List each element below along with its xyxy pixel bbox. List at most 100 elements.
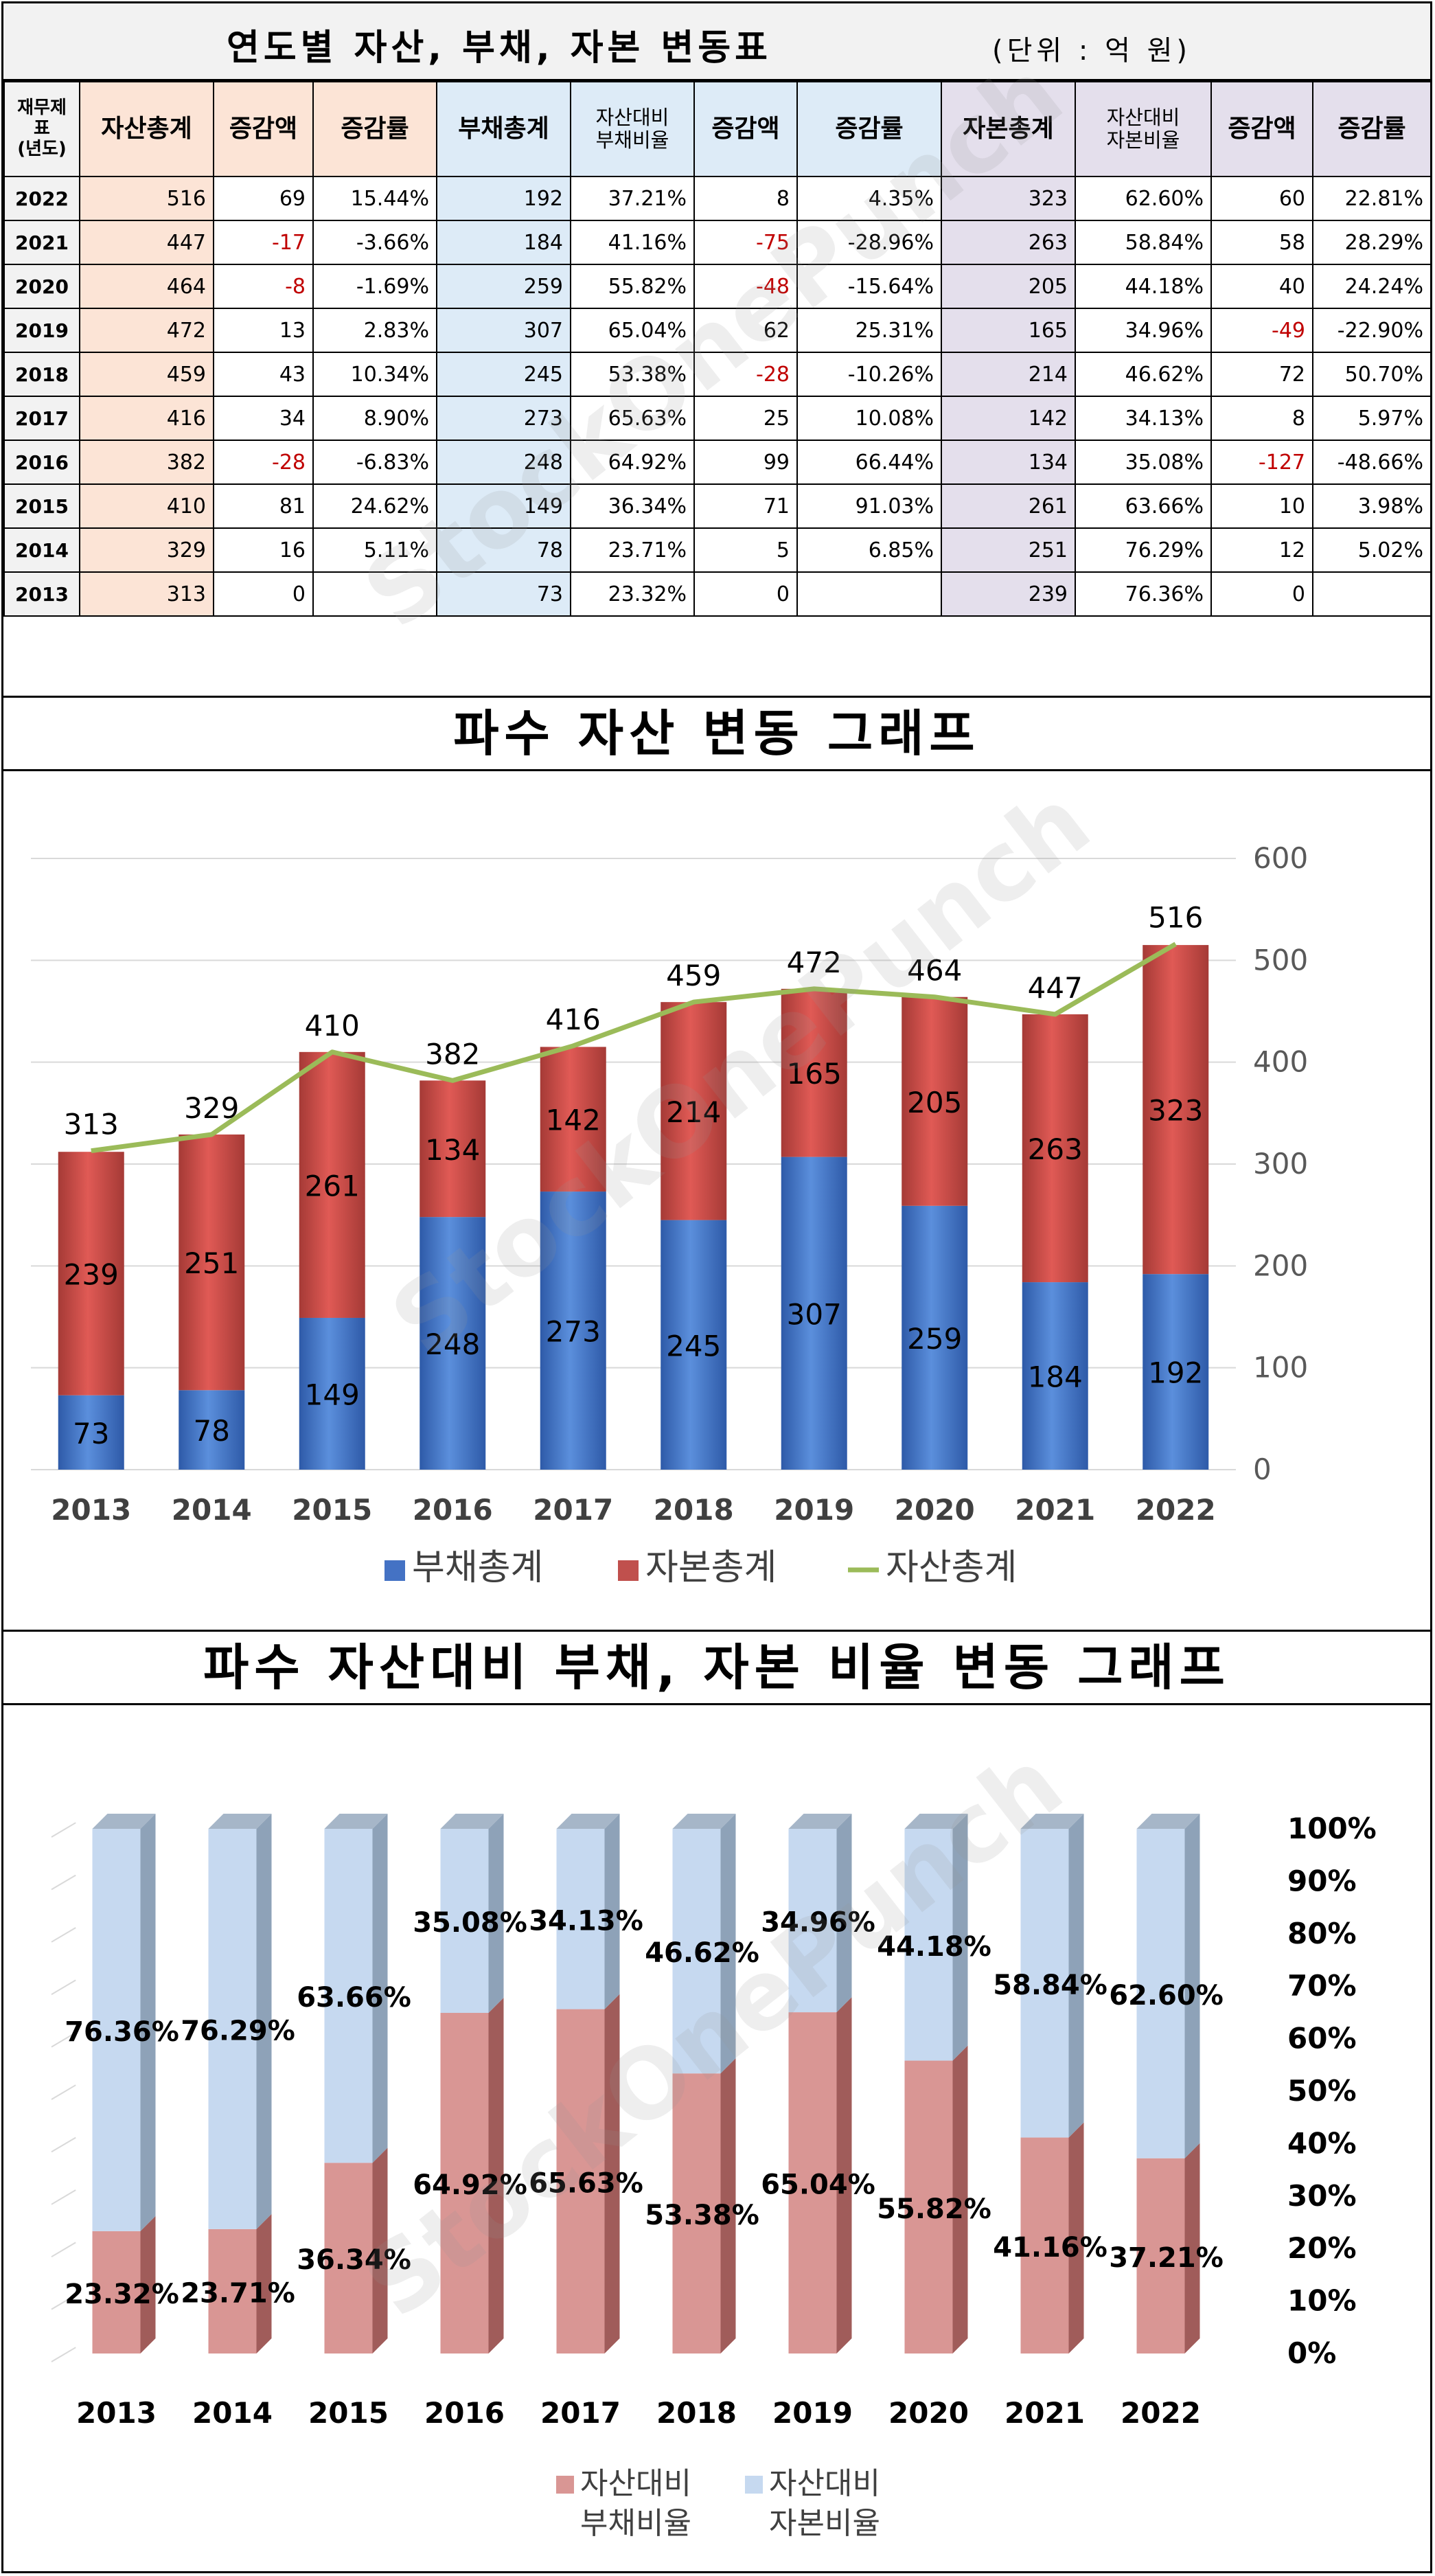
table-cell: -127 xyxy=(1210,440,1313,485)
table-cell: 34.96% xyxy=(1075,308,1212,353)
gridline-tick xyxy=(51,2242,76,2258)
legend-swatch-ratio-equity xyxy=(745,2476,763,2494)
y-tick-label: 200 xyxy=(1253,1249,1308,1282)
table-cell: -8 xyxy=(213,264,314,309)
x-tick-label: 2022 xyxy=(1136,1493,1216,1527)
bar-ratio-liab-side xyxy=(1068,2122,1084,2353)
table-title-bar: 연도별 자산, 부채, 자본 변동표 (단위 : 억 원) xyxy=(3,3,1430,81)
year-cell: 2021 xyxy=(3,220,80,265)
bar-label-ratio-liab: 36.34% xyxy=(297,2244,411,2276)
bar-label-ratio-liab: 55.82% xyxy=(877,2193,991,2225)
line-label-asset: 382 xyxy=(425,1037,480,1071)
bar-label-ratio-liab: 65.04% xyxy=(761,2169,875,2201)
x-tick-label: 2017 xyxy=(540,2396,621,2430)
year-cell: 2016 xyxy=(3,440,80,485)
table-cell: 165 xyxy=(941,308,1076,353)
y-tick-label: 0% xyxy=(1287,2336,1336,2370)
header-cell: 증감률 xyxy=(312,81,437,177)
table-cell: 46.62% xyxy=(1075,352,1212,397)
x-tick-label: 2019 xyxy=(774,1493,854,1527)
table-cell: 28.29% xyxy=(1312,220,1432,265)
table-cell: 263 xyxy=(941,220,1076,265)
line-label-asset: 416 xyxy=(546,1003,601,1036)
table-cell: 76.36% xyxy=(1075,571,1212,617)
table-cell: 23.71% xyxy=(570,527,695,573)
table-cell: 192 xyxy=(436,176,571,221)
bar-equity xyxy=(420,1080,486,1218)
bar-ratio-equity xyxy=(1136,1829,1185,2158)
table-cell: 22.81% xyxy=(1312,176,1432,221)
table-cell: 3.98% xyxy=(1312,483,1432,529)
table-row: 2019 472 13 2.83% 307 65.04% 62 25.31% 165 34.96%… xyxy=(3,308,1432,353)
bar-equity xyxy=(1143,945,1209,1275)
bar-ratio-liab xyxy=(556,2009,605,2353)
bar-ratio-liab-side xyxy=(488,1998,504,2353)
bar-liab xyxy=(902,1205,968,1470)
table-cell: 472 xyxy=(79,308,214,353)
bar-label-equity: 263 xyxy=(1028,1132,1083,1166)
table-cell: 323 xyxy=(941,176,1076,221)
header-cell: 증감률 xyxy=(796,81,942,177)
bar-label-ratio-equity: 34.13% xyxy=(529,1905,643,1937)
table-cell: -17 xyxy=(213,220,314,265)
y-tick-label: 20% xyxy=(1287,2231,1357,2265)
x-tick-label: 2016 xyxy=(413,1493,493,1527)
bar-label-equity: 323 xyxy=(1148,1094,1203,1128)
legend-label-asset: 자산총계 xyxy=(886,1547,1017,1588)
table-cell: 259 xyxy=(436,264,571,309)
table-cell: 8 xyxy=(1210,396,1313,441)
table-cell: -22.90% xyxy=(1312,308,1432,353)
table-row: 2020 464 -8 -1.69% 259 55.82% -48 -15.64% 205 44.… xyxy=(3,264,1432,309)
financial-table: 재무제 표 (년도) 자산총계 증감액 증감률 부채총계 자산대비 부채비율 증감액… xyxy=(3,81,1432,617)
table-cell: -28 xyxy=(213,440,314,485)
table-cell: -3.66% xyxy=(312,220,437,265)
legend-label-ratio-equity: 자본비율 xyxy=(769,2506,880,2541)
y-tick-label: 500 xyxy=(1253,943,1308,977)
x-tick-label: 2016 xyxy=(424,2396,505,2430)
bar-ratio-liab xyxy=(672,2073,721,2353)
table-cell xyxy=(1312,571,1432,617)
bar-ratio-equity-side xyxy=(836,1814,852,2013)
bar-label-liab: 307 xyxy=(787,1297,842,1331)
table-cell: 5.11% xyxy=(312,527,437,573)
bar-ratio-equity xyxy=(1020,1829,1069,2138)
x-tick-label: 2015 xyxy=(292,1493,372,1527)
table-cell: -1.69% xyxy=(312,264,437,309)
table-cell: 65.63% xyxy=(570,396,695,441)
table-cell: 99 xyxy=(693,440,798,485)
x-tick-label: 2018 xyxy=(654,1493,734,1527)
table-cell: 273 xyxy=(436,396,571,441)
table-cell: 13 xyxy=(213,308,314,353)
legend-label-liab: 부채총계 xyxy=(412,1547,543,1588)
legend-label-equity: 자본총계 xyxy=(645,1547,777,1588)
bar-ratio-liab xyxy=(208,2229,257,2353)
gridline-tick xyxy=(51,2294,76,2310)
y-tick-label: 80% xyxy=(1287,1917,1357,1950)
bar-ratio-equity-side xyxy=(720,1814,736,2074)
y-tick-label: 100 xyxy=(1253,1351,1308,1384)
bar-label-equity: 239 xyxy=(64,1257,119,1291)
table-cell: -48.66% xyxy=(1312,440,1432,485)
bar-liab xyxy=(299,1317,365,1470)
header-cell: 증감률 xyxy=(1312,81,1432,177)
table-cell: 410 xyxy=(79,483,214,529)
bar-liab xyxy=(1143,1274,1209,1470)
x-tick-label: 2020 xyxy=(888,2396,969,2430)
table-cell: 36.34% xyxy=(570,483,695,529)
table-cell: 76.29% xyxy=(1075,527,1212,573)
bar-ratio-equity-side xyxy=(140,1814,156,2231)
y-tick-label: 400 xyxy=(1253,1045,1308,1079)
bar-label-equity: 261 xyxy=(305,1169,360,1202)
table-cell xyxy=(312,571,437,617)
table-cell: 50.70% xyxy=(1312,352,1432,397)
line-label-asset: 472 xyxy=(787,946,842,979)
table-cell: -10.26% xyxy=(796,352,942,397)
table-cell: 24.24% xyxy=(1312,264,1432,309)
header-cell: 증감액 xyxy=(693,81,798,177)
y-tick-label: 90% xyxy=(1287,1864,1357,1897)
table-cell: 464 xyxy=(79,264,214,309)
year-cell: 2018 xyxy=(3,352,80,397)
bar-label-ratio-liab: 65.63% xyxy=(529,2167,643,2199)
bar-label-equity: 214 xyxy=(666,1095,721,1129)
year-cell: 2017 xyxy=(3,396,80,441)
